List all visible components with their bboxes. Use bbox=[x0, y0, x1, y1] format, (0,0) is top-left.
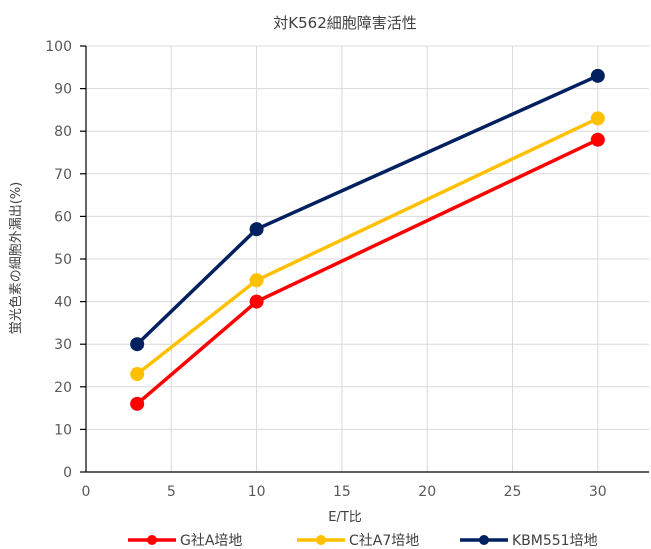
y-tick-label: 70 bbox=[54, 167, 72, 183]
series-2 bbox=[130, 111, 605, 382]
x-tick-label: 10 bbox=[248, 484, 266, 500]
chart-title: 対K562細胞障害活性 bbox=[273, 14, 416, 32]
y-tick-label: 40 bbox=[54, 295, 72, 311]
x-tick-label: 15 bbox=[333, 484, 351, 500]
x-tick-label: 30 bbox=[589, 484, 607, 500]
y-tick-label: 10 bbox=[54, 422, 72, 438]
legend-marker bbox=[316, 535, 326, 545]
legend-label: C社A7培地 bbox=[349, 533, 419, 549]
x-tick-labels: 0 5 10 15 20 25 30 bbox=[82, 484, 607, 500]
data-point bbox=[130, 367, 145, 382]
x-axis-label: E/T比 bbox=[328, 510, 362, 525]
y-tick-label: 90 bbox=[54, 82, 72, 98]
data-point bbox=[590, 68, 605, 83]
series-3 bbox=[130, 68, 605, 352]
series-group bbox=[130, 68, 605, 411]
x-tick-label: 20 bbox=[418, 484, 436, 500]
data-point bbox=[130, 396, 145, 411]
legend-item: KBM551培地 bbox=[460, 533, 598, 549]
x-tick-label: 25 bbox=[504, 484, 522, 500]
data-point bbox=[130, 337, 145, 352]
x-tick-label: 0 bbox=[82, 484, 91, 500]
x-tick-label: 5 bbox=[167, 484, 176, 500]
series-line bbox=[136, 116, 599, 376]
data-point bbox=[590, 111, 605, 126]
legend-label: KBM551培地 bbox=[512, 533, 598, 549]
y-tick-label: 30 bbox=[54, 337, 72, 353]
data-point bbox=[590, 132, 605, 147]
data-point bbox=[249, 294, 264, 309]
legend-marker bbox=[479, 535, 489, 545]
legend-item: C社A7培地 bbox=[297, 533, 419, 549]
data-point bbox=[249, 222, 264, 237]
data-point bbox=[249, 273, 264, 288]
y-tick-label: 20 bbox=[54, 380, 72, 396]
legend-label: G社A培地 bbox=[180, 533, 242, 549]
y-tick-label: 50 bbox=[54, 252, 72, 268]
series-1 bbox=[130, 132, 605, 411]
legend: G社A培地 C社A7培地 KBM551培地 bbox=[128, 533, 598, 549]
legend-item: G社A培地 bbox=[128, 533, 242, 549]
axes bbox=[80, 45, 649, 473]
y-tick-label: 80 bbox=[54, 124, 72, 140]
y-tick-label: 0 bbox=[63, 465, 72, 481]
y-axis-label: 蛍光色素の細胞外漏出(%) bbox=[8, 182, 24, 335]
grid bbox=[86, 45, 649, 472]
y-tick-label: 60 bbox=[54, 209, 72, 225]
y-tick-label: 100 bbox=[45, 39, 72, 55]
legend-marker bbox=[147, 535, 157, 545]
series-line bbox=[135, 74, 599, 346]
y-tick-labels: 0 10 20 30 40 50 60 70 80 90 100 bbox=[45, 39, 72, 481]
